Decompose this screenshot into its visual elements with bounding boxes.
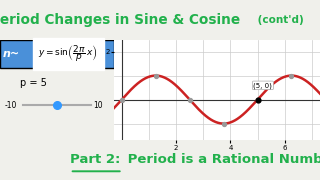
Text: (5, 0): (5, 0) xyxy=(253,82,272,89)
Text: -10: -10 xyxy=(4,101,17,110)
Point xyxy=(255,98,260,101)
Point xyxy=(255,98,260,101)
Text: Period Changes in Sine & Cosine: Period Changes in Sine & Cosine xyxy=(0,13,240,27)
Point xyxy=(289,74,294,77)
Point xyxy=(221,122,226,125)
Point xyxy=(187,98,192,101)
Text: 10: 10 xyxy=(93,101,103,110)
Text: Part 2:: Part 2: xyxy=(70,153,121,166)
FancyBboxPatch shape xyxy=(0,40,114,68)
Text: $y=\sin\!\left(\dfrac{2\pi}{p}\,x\right)$: $y=\sin\!\left(\dfrac{2\pi}{p}\,x\right)… xyxy=(38,43,98,64)
Text: n~: n~ xyxy=(3,49,20,59)
Text: Period is a Rational Number: Period is a Rational Number xyxy=(123,153,320,166)
Point xyxy=(119,98,124,101)
Text: (cont'd): (cont'd) xyxy=(254,15,304,25)
Text: p = 5: p = 5 xyxy=(20,78,47,88)
Point xyxy=(153,74,158,77)
